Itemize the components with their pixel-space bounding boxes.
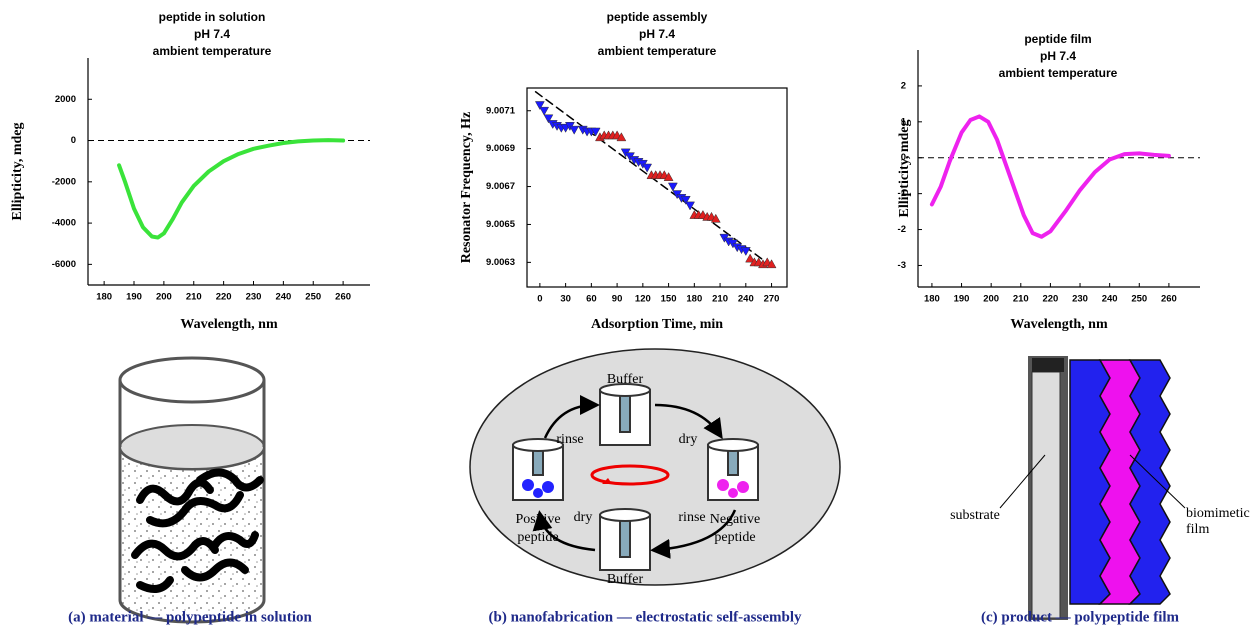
data-point: [642, 163, 653, 173]
x-tick-label: 230: [1072, 294, 1088, 305]
label: substrate: [950, 508, 1000, 523]
y-tick-label: -3: [898, 260, 906, 271]
x-tick-label: 260: [335, 292, 351, 303]
label: peptide: [714, 530, 755, 545]
x-tick-label: 180: [686, 294, 702, 305]
y-tick-label: 9.0071: [486, 105, 516, 116]
label: rinse: [556, 432, 583, 447]
data-point: [710, 213, 721, 223]
data-line: [929, 114, 1171, 239]
chart-title: ambient temperature: [153, 44, 272, 58]
x-tick-label: 250: [1131, 294, 1147, 305]
x-tick-label: 270: [764, 294, 780, 305]
chart-title: pH 7.4: [639, 27, 675, 41]
assembly-diagram: Buffer Buffer rinse dry dry rinse Positi…: [469, 348, 841, 587]
y-tick-label: 2: [901, 80, 906, 91]
x-tick-label: 200: [156, 292, 172, 303]
y-tick-label: 9.0067: [486, 181, 515, 192]
chart-title: pH 7.4: [1040, 49, 1076, 63]
x-tick-label: 240: [1102, 294, 1118, 305]
y-tick-label: 9.0065: [486, 219, 516, 230]
data-point: [616, 132, 627, 142]
x-tick-label: 90: [612, 294, 623, 305]
x-tick-label: 180: [96, 292, 112, 303]
data-point: [766, 259, 777, 269]
data-point: [590, 127, 601, 137]
y-tick-label: -4000: [52, 218, 76, 229]
chart-title: pH 7.4: [194, 27, 230, 41]
y-tick-label: -1: [898, 188, 907, 199]
data-line: [117, 138, 346, 240]
y-tick-label: -6000: [52, 259, 76, 270]
label: dry: [574, 510, 593, 525]
y-axis-label: Resonator Frequency, Hz: [459, 112, 474, 264]
film-diagram: substrate biomimetic film: [950, 356, 1250, 620]
data-point: [680, 195, 691, 205]
chart-title: peptide in solution: [159, 10, 266, 24]
caption: (a) material — polypeptide in solution: [68, 609, 312, 625]
x-tick-label: 210: [712, 294, 728, 305]
label: film: [1186, 522, 1209, 537]
beaker-diagram: [118, 356, 266, 624]
label: biomimetic: [1186, 506, 1250, 521]
x-tick-label: 190: [954, 294, 970, 305]
y-tick-label: 0: [901, 152, 906, 163]
data-point: [663, 172, 674, 181]
y-axis-label: Ellipticity, mdeg: [897, 120, 912, 218]
x-tick-label: 0: [537, 294, 542, 305]
label: dry: [679, 432, 698, 447]
x-tick-label: 230: [246, 292, 262, 303]
x-tick-label: 250: [305, 292, 321, 303]
data-point: [539, 106, 550, 116]
x-axis-label: Wavelength, nm: [180, 317, 278, 332]
label: Positive: [515, 512, 560, 527]
y-tick-label: 0: [71, 135, 76, 146]
x-tick-label: 180: [924, 294, 940, 305]
y-tick-label: 9.0069: [486, 143, 515, 154]
label: Negative: [710, 512, 761, 527]
x-tick-label: 60: [586, 294, 597, 305]
label: rinse: [678, 510, 705, 525]
y-tick-label: -2: [898, 224, 906, 235]
y-tick-label: 1: [901, 116, 907, 127]
x-tick-label: 30: [560, 294, 571, 305]
data-point: [543, 114, 554, 124]
x-tick-label: 240: [275, 292, 291, 303]
caption: (b) nanofabrication — electrostatic self…: [488, 609, 802, 625]
x-tick-label: 210: [1013, 294, 1029, 305]
label: Buffer: [607, 372, 644, 387]
data-point: [740, 247, 751, 257]
chart-title: peptide assembly: [607, 10, 708, 24]
x-tick-label: 260: [1161, 294, 1177, 305]
chart-title: ambient temperature: [598, 44, 717, 58]
data-point: [685, 201, 695, 211]
chart-title: peptide film: [1024, 32, 1091, 46]
y-tick-label: 9.0063: [486, 257, 515, 268]
label: peptide: [517, 530, 558, 545]
x-tick-label: 150: [661, 294, 677, 305]
chart-title: ambient temperature: [999, 66, 1118, 80]
y-axis-label: Ellipticity, mdeg: [10, 123, 25, 221]
x-tick-label: 220: [1042, 294, 1058, 305]
x-tick-label: 220: [216, 292, 232, 303]
x-axis-label: Adsorption Time, min: [591, 317, 723, 332]
data-point: [745, 253, 756, 263]
y-tick-label: -2000: [52, 176, 76, 187]
x-tick-label: 120: [635, 294, 651, 305]
data-point: [534, 101, 545, 111]
x-tick-label: 210: [186, 292, 202, 303]
label: Buffer: [607, 572, 644, 587]
x-axis-label: Wavelength, nm: [1010, 317, 1108, 332]
data-point: [569, 125, 580, 135]
x-tick-label: 240: [738, 294, 754, 305]
x-tick-label: 190: [126, 292, 142, 303]
caption: (c) product — polypeptide film: [981, 609, 1180, 625]
x-tick-label: 200: [983, 294, 999, 305]
plot-frame: [526, 87, 788, 288]
data-point: [667, 182, 678, 192]
y-tick-label: 2000: [55, 94, 76, 105]
